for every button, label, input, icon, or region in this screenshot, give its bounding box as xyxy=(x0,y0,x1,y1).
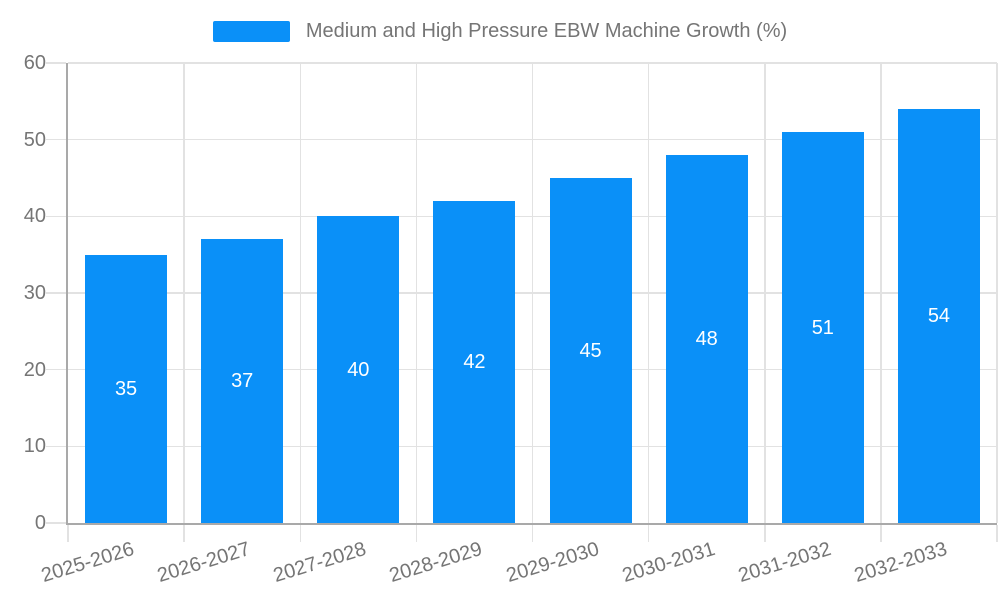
legend-label: Medium and High Pressure EBW Machine Gro… xyxy=(305,20,788,42)
bar[interactable] xyxy=(665,155,748,523)
v-gridline xyxy=(996,63,998,523)
bar[interactable] xyxy=(433,201,516,523)
x-axis-tick xyxy=(764,525,766,542)
bar-value-label: 48 xyxy=(695,328,718,350)
v-gridline xyxy=(415,63,418,523)
x-axis-tick xyxy=(880,525,882,542)
chart-legend[interactable]: Medium and High Pressure EBW Machine Gro… xyxy=(0,14,1000,48)
bar[interactable] xyxy=(317,216,400,523)
bar[interactable] xyxy=(781,132,864,523)
y-tick-label: 50 xyxy=(23,128,46,151)
y-tick-label: 30 xyxy=(23,282,46,304)
y-tick-label: 20 xyxy=(23,358,46,381)
y-axis-tick xyxy=(46,138,66,141)
v-gridline xyxy=(531,63,534,523)
x-axis-tick xyxy=(996,525,998,542)
bar[interactable] xyxy=(897,109,980,523)
x-axis-tick xyxy=(183,525,185,542)
y-axis-tick xyxy=(46,62,66,64)
bar[interactable] xyxy=(201,239,284,523)
legend-swatch xyxy=(212,20,290,42)
y-axis-tick xyxy=(46,368,66,371)
v-gridline xyxy=(183,63,185,523)
bar-value-label: 54 xyxy=(927,305,951,327)
v-gridline xyxy=(647,63,650,523)
bar[interactable] xyxy=(549,178,632,523)
x-axis-tick xyxy=(299,525,301,542)
v-gridline xyxy=(764,63,766,523)
bar-value-label: 37 xyxy=(231,370,254,393)
bar-value-label: 40 xyxy=(347,358,370,381)
bar-value-label: 35 xyxy=(114,377,138,400)
x-axis-tick xyxy=(415,525,418,542)
bar-value-label: 45 xyxy=(579,339,602,362)
y-tick-label: 40 xyxy=(23,205,46,228)
y-axis-tick xyxy=(46,445,66,448)
bar-value-label: 51 xyxy=(811,316,834,339)
v-gridline xyxy=(299,63,301,523)
bar-value-label: 42 xyxy=(463,351,486,373)
x-axis-tick xyxy=(531,525,534,542)
x-axis-tick xyxy=(647,525,650,542)
y-axis-tick xyxy=(46,215,66,218)
y-tick-label: 0 xyxy=(34,512,46,534)
y-tick-label: 60 xyxy=(23,52,46,74)
y-axis-tick xyxy=(46,522,66,524)
x-axis-tick xyxy=(67,525,69,542)
plot-area: 0 10 20 30 40 50 60 35 2025-2026 37 2026-2027 40 202… xyxy=(24,52,998,587)
v-gridline xyxy=(880,63,882,523)
y-tick-label: 10 xyxy=(23,435,46,458)
bar[interactable] xyxy=(85,254,168,523)
y-axis-tick xyxy=(46,292,66,294)
